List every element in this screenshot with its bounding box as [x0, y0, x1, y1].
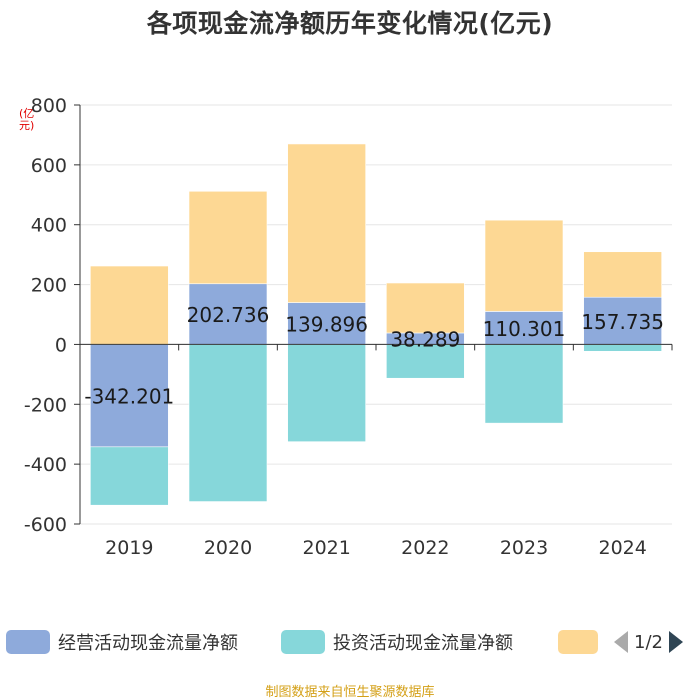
bar-segment	[188, 190, 268, 285]
x-tick-label: 2023	[500, 537, 548, 559]
bar-segment	[90, 446, 169, 506]
y-tick-label: 0	[55, 334, 67, 356]
y-axis-unit: (亿元)	[19, 107, 35, 132]
bar-segment	[386, 282, 465, 334]
bar-segment	[90, 265, 169, 345]
bar-segment	[484, 311, 564, 345]
bar-segment	[583, 344, 662, 352]
legend-item-investing[interactable]: 投资活动现金流量净额	[281, 627, 513, 657]
y-tick-label: -400	[24, 454, 67, 476]
data-label: -342.201	[84, 385, 174, 409]
x-tick-label: 2024	[598, 537, 646, 559]
y-tick-label: -200	[24, 394, 67, 416]
legend-item-operating[interactable]: 经营活动现金流量净额	[6, 627, 238, 657]
y-tick-label: 800	[31, 95, 67, 117]
y-tick-label: 400	[31, 215, 67, 237]
x-tick-label: 2019	[105, 537, 153, 559]
data-label: 202.736	[187, 303, 270, 327]
data-label: 38.289	[390, 328, 460, 352]
y-tick-label: 200	[31, 275, 67, 297]
bar-segment	[484, 219, 564, 312]
legend-swatch-financing	[558, 630, 598, 654]
data-label: 157.735	[581, 310, 664, 334]
bar-segment	[484, 344, 564, 424]
y-tick-label: 600	[31, 155, 67, 177]
chart-area: 800 600 400 200 0 -200 -400 -600 2019 2020 2021 202…	[24, 95, 673, 559]
data-source: 制图数据来自恒生聚源数据库	[265, 685, 435, 700]
legend-item-financing[interactable]	[558, 627, 598, 657]
bar-segment	[287, 302, 366, 345]
legend-page-indicator: 1/2	[634, 631, 663, 653]
chart-title: 各项现金流净额历年变化情况(亿元)	[146, 9, 554, 38]
legend-pager: 1/2	[614, 627, 683, 657]
x-tick-label: 2020	[204, 537, 252, 559]
legend-label-investing: 投资活动现金流量净额	[333, 633, 513, 654]
bar-segment	[583, 251, 662, 298]
bar-segment	[386, 344, 465, 379]
data-labels: -342.201 202.736 139.896 38.289 110.301 157.7…	[84, 303, 664, 409]
legend-next-icon[interactable]	[668, 631, 683, 653]
y-tick-label: -600	[24, 514, 67, 536]
bar-segment	[583, 296, 662, 345]
bar-segment	[287, 344, 366, 442]
axes: 800 600 400 200 0 -200 -400 -600 2019 2020 2021 202…	[24, 95, 673, 559]
data-label: 139.896	[285, 312, 368, 336]
bar-segment	[90, 344, 169, 448]
legend-swatch-investing	[281, 630, 325, 654]
legend-prev-icon[interactable]	[614, 631, 628, 653]
x-tick-label: 2022	[401, 537, 449, 559]
bars	[90, 143, 662, 506]
bar-segment	[287, 143, 366, 303]
legend-swatch-operating	[6, 630, 50, 654]
bar-segment	[188, 344, 268, 502]
data-label: 110.301	[483, 317, 566, 341]
x-tick-label: 2021	[302, 537, 350, 559]
legend-label-operating: 经营活动现金流量净额	[58, 633, 238, 654]
legend: 经营活动现金流量净额 投资活动现金流量净额	[0, 627, 700, 657]
